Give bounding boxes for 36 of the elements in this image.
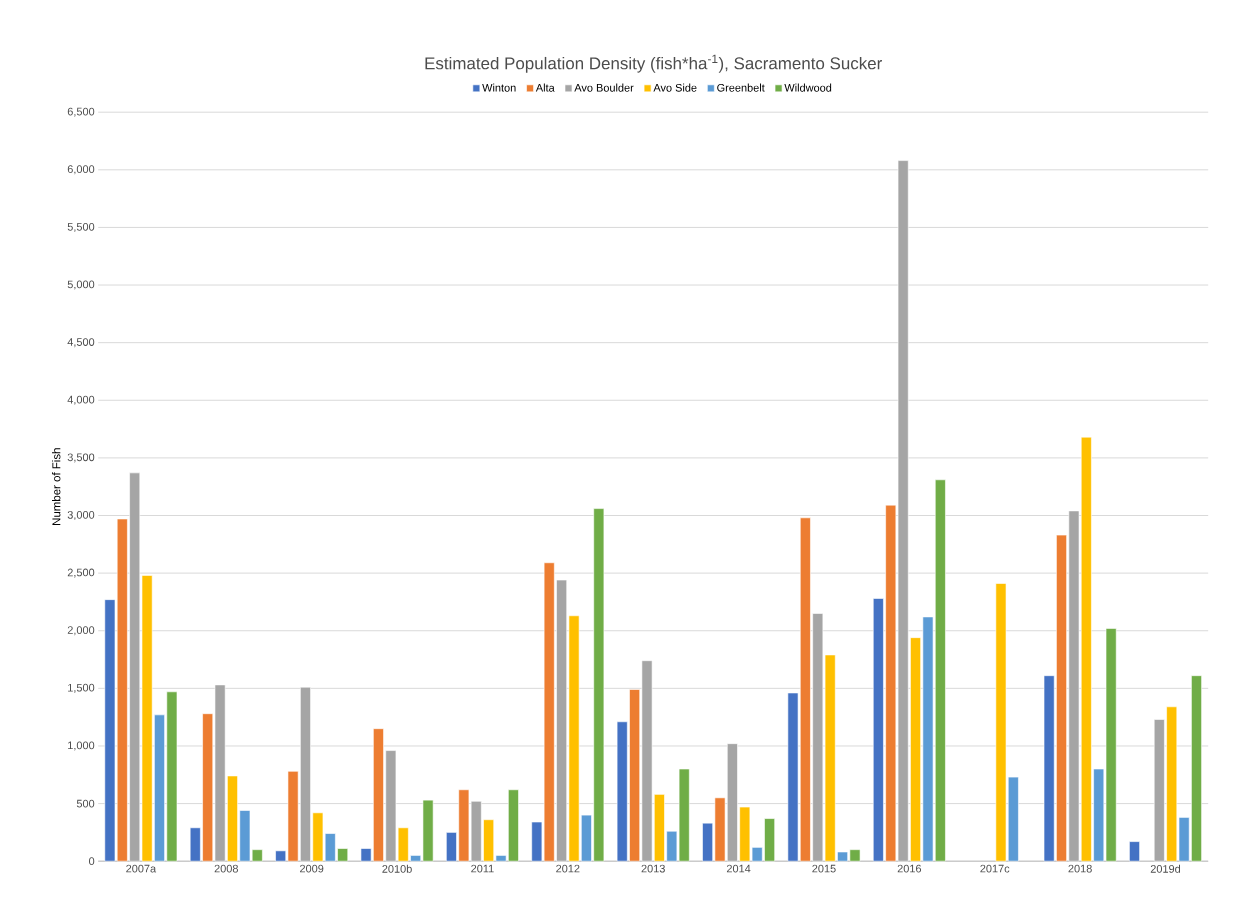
x-tick-label: 2012 <box>556 864 580 873</box>
x-tick-label: 2017c <box>980 864 1010 873</box>
y-tick-label: 4,000 <box>67 395 95 405</box>
bar <box>1129 841 1140 862</box>
legend-label: Avo Boulder <box>574 83 634 92</box>
x-tick-label: 2011 <box>471 864 494 873</box>
y-tick-label: 6,000 <box>67 165 95 175</box>
x-tick-label: 2007a <box>126 864 157 873</box>
x-tick-label: 2013 <box>641 864 665 873</box>
x-tick-label: 2019d <box>1150 864 1181 873</box>
y-tick-label: 3,500 <box>67 453 95 463</box>
y-tick-label: 0 <box>89 857 95 866</box>
y-tick-label: 5,000 <box>67 280 95 290</box>
legend-label: Alta <box>535 83 555 92</box>
y-tick-label: 500 <box>76 799 95 808</box>
y-tick-label: 2,000 <box>67 626 95 636</box>
y-tick-label: 1,000 <box>68 741 95 751</box>
y-tick-label: 4,500 <box>67 338 95 348</box>
legend-label: Avo Side <box>653 83 697 92</box>
y-tick-label: 5,500 <box>67 222 95 232</box>
x-tick-label: 2018 <box>1068 864 1092 873</box>
x-tick-label: 2014 <box>726 864 751 873</box>
x-tick-label: 2016 <box>897 864 922 873</box>
legend-label: Wildwood <box>784 83 832 92</box>
y-axis-title: Number of Fish <box>52 448 61 525</box>
legend-label: Winton <box>482 83 516 92</box>
x-tick-label: 2015 <box>812 864 836 873</box>
y-tick-label: 2,500 <box>67 568 95 578</box>
x-tick-label: 2008 <box>214 864 238 873</box>
chart-title: Estimated Population Density (fish*ha$^{-1}$), Sacramento Sucker <box>425 54 882 73</box>
y-tick-label: 6,500 <box>67 107 95 117</box>
x-tick-label: 2010b <box>382 864 412 873</box>
x-tick-label: 2009 <box>300 864 324 873</box>
y-tick-label: 1,500 <box>68 683 95 693</box>
y-tick-label: 3,000 <box>67 510 95 521</box>
legend-label: Greenbelt <box>717 83 765 92</box>
